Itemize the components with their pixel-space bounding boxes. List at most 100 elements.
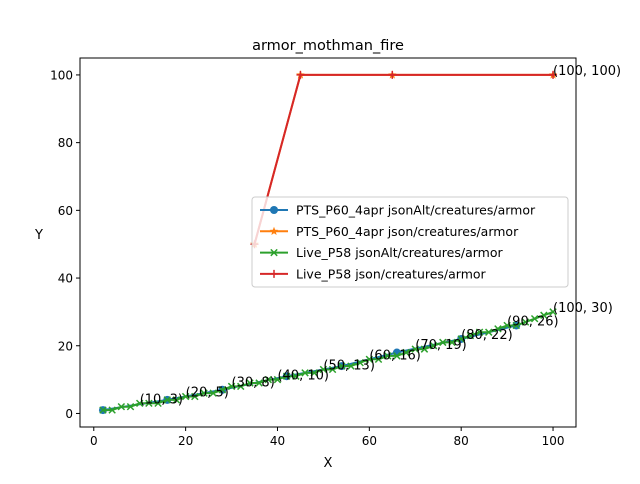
data-point — [475, 328, 484, 336]
legend-frame — [251, 196, 569, 288]
data-point — [457, 335, 465, 343]
data-point — [209, 389, 217, 397]
data-point — [388, 70, 397, 79]
data-point — [521, 318, 530, 326]
data-label: (30, 8) — [232, 375, 275, 390]
data-label: (90, 26) — [507, 314, 558, 329]
data-point — [494, 325, 502, 333]
data-point — [117, 402, 126, 411]
x-axis-label: X — [324, 456, 333, 471]
data-point — [108, 406, 116, 414]
data-point — [356, 358, 364, 367]
data-point — [264, 375, 273, 384]
data-point — [530, 314, 539, 323]
legend-item: PTS_P60_4apr jsonAlt/creatures/armor — [260, 203, 536, 218]
data-point — [347, 362, 355, 370]
data-point — [126, 402, 135, 411]
chart-title: armor_mothman_fire — [252, 38, 404, 54]
data-point — [154, 399, 162, 408]
data-point — [246, 379, 254, 387]
x-tick-label: 0 — [90, 434, 98, 448]
x-tick-label: 80 — [454, 434, 469, 448]
legend-item: Live_P58 json/creatures/armor — [260, 266, 487, 281]
data-point — [301, 369, 309, 377]
y-axis-label: Y — [34, 228, 43, 243]
data-point — [145, 399, 153, 408]
data-point — [200, 389, 208, 397]
data-point — [549, 308, 557, 316]
y-axis-ticks: 0 20 40 60 80 100 — [50, 68, 80, 421]
data-label: (100, 100) — [553, 64, 621, 79]
data-point — [172, 396, 181, 404]
x-tick-label: 40 — [270, 434, 285, 448]
data-label: (50, 13) — [323, 358, 375, 373]
legend-label: Live_P58 jsonAlt/creatures/armor — [296, 245, 503, 260]
legend-label: PTS_P60_4apr jsonAlt/creatures/armor — [296, 203, 536, 218]
data-point — [402, 348, 410, 357]
y-tick-label: 80 — [58, 136, 73, 150]
data-point — [99, 406, 107, 414]
data-point — [191, 392, 199, 401]
axes-frame — [79, 57, 577, 428]
data-point — [163, 396, 171, 404]
legend-marker — [270, 269, 278, 278]
data-point — [319, 365, 328, 374]
data-point — [282, 372, 291, 380]
data-point — [503, 321, 511, 330]
legend-label: PTS_P60_4apr json/creatures/armor — [296, 224, 519, 239]
y-tick-label: 0 — [65, 407, 73, 421]
data-point — [255, 379, 263, 387]
legend-marker — [270, 248, 278, 257]
data-point — [365, 355, 374, 364]
data-label: (100, 30) — [553, 301, 613, 316]
x-tick-label: 100 — [542, 434, 565, 448]
y-tick-label: 60 — [58, 204, 73, 218]
data-point — [374, 355, 383, 364]
data-point — [439, 338, 447, 347]
x-tick-label: 20 — [178, 434, 193, 448]
legend-marker — [270, 206, 278, 214]
data-point — [310, 369, 318, 377]
data-label: (70, 19) — [415, 338, 467, 353]
data-point — [466, 331, 475, 340]
legend-item: Live_P58 jsonAlt/creatures/armor — [260, 245, 503, 260]
data-point — [227, 382, 236, 391]
data-point — [296, 70, 305, 79]
legend-marker — [269, 226, 279, 235]
data-point — [338, 362, 346, 370]
data-point — [383, 352, 392, 360]
data-point — [420, 345, 429, 353]
legend: PTS_P60_4apr jsonAlt/creatures/armor PTS_… — [251, 196, 569, 288]
series-3 — [99, 308, 557, 414]
data-label: (10, 3) — [140, 392, 183, 407]
data-label: (60, 16) — [369, 348, 421, 363]
plot-area: (10, 3) (20, 5)(30, 8) (40, 10)(50, 13)(60… — [98, 64, 621, 415]
data-point — [328, 365, 337, 374]
data-point — [549, 70, 558, 79]
data-point — [429, 342, 438, 350]
x-tick-label: 60 — [362, 434, 377, 448]
legend-label: Live_P58 json/creatures/armor — [296, 266, 487, 281]
data-point — [393, 352, 401, 360]
data-point — [485, 328, 493, 336]
data-point — [411, 345, 419, 353]
y-tick-label: 100 — [50, 68, 73, 82]
y-tick-label: 40 — [58, 272, 73, 286]
data-point — [448, 338, 456, 347]
data-point — [273, 375, 282, 384]
data-point — [135, 399, 144, 408]
data-point — [181, 392, 190, 401]
data-label: (40, 10) — [277, 369, 329, 384]
y-tick-label: 20 — [58, 339, 73, 353]
data-point — [540, 311, 548, 320]
data-label: (20, 5) — [186, 386, 229, 401]
data-point — [237, 382, 245, 391]
data-point — [292, 372, 300, 380]
data-point — [218, 386, 227, 394]
annotations: (10, 3) (20, 5)(30, 8) (40, 10)(50, 13)(60… — [140, 64, 621, 407]
data-point — [512, 321, 521, 330]
series-line — [253, 73, 554, 245]
legend-item: PTS_P60_4apr json/creatures/armor — [260, 224, 519, 239]
x-axis-ticks: 0 20 40 60 80 100 — [90, 427, 565, 448]
